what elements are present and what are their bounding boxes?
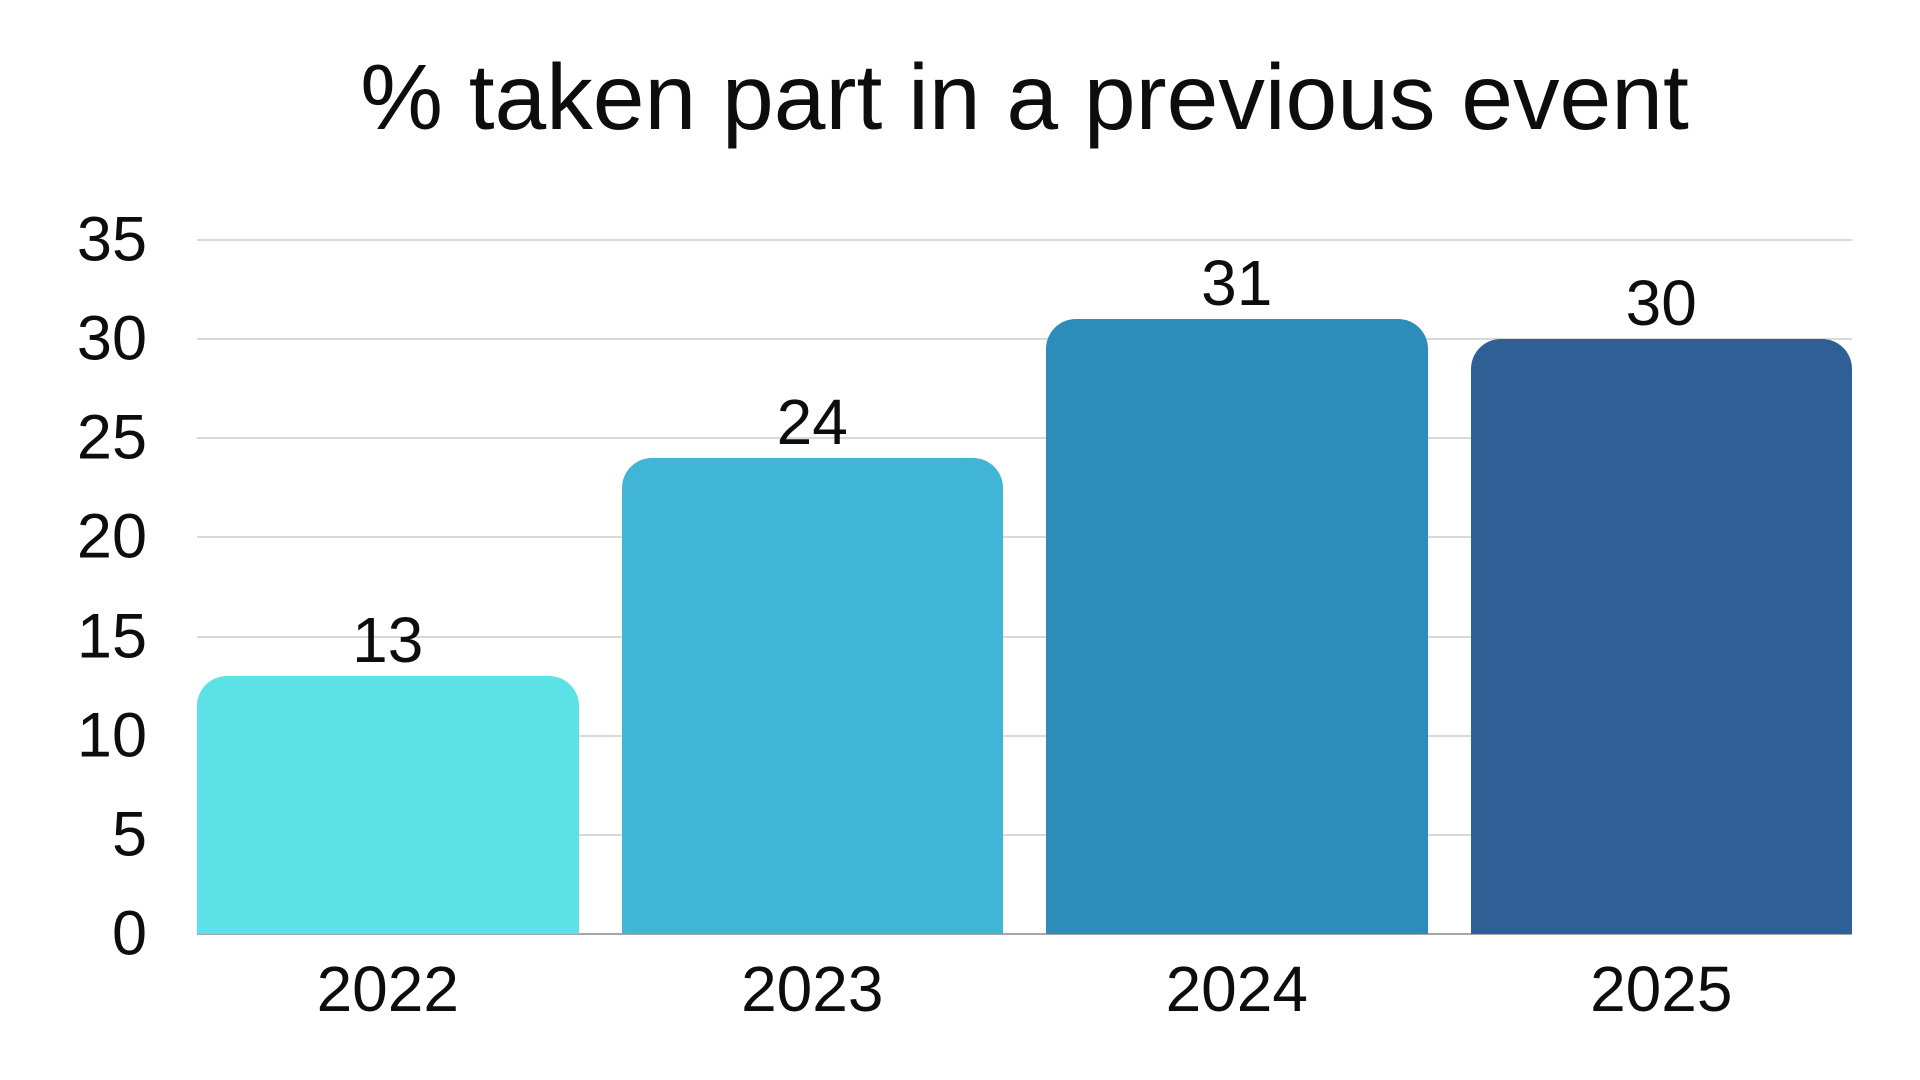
bar-slot-2022: 13 xyxy=(197,240,579,934)
gridline-5 xyxy=(197,833,1852,836)
x-tick-label-2025: 2025 xyxy=(1590,953,1733,1025)
bar-value-label-2025: 30 xyxy=(1625,267,1697,340)
bars-container: 13 24 31 30 xyxy=(197,240,1852,934)
y-axis-labels: 0 5 10 15 20 25 30 35 xyxy=(0,208,147,965)
bar-value-label-2022: 13 xyxy=(352,604,424,677)
bar-value-label-2023: 24 xyxy=(776,386,848,459)
y-tick-label-0: 0 xyxy=(111,898,147,969)
gridline-0 xyxy=(197,933,1852,935)
bar-slot-2023: 24 xyxy=(621,240,1003,934)
gridline-15 xyxy=(197,635,1852,638)
bar-value-label-2024: 31 xyxy=(1201,247,1273,320)
y-tick-label-10: 10 xyxy=(76,700,147,771)
y-tick-label-5: 5 xyxy=(111,799,147,870)
bar-2024 xyxy=(1046,319,1428,934)
gridline-25 xyxy=(197,437,1852,440)
gridline-30 xyxy=(197,338,1852,341)
x-tick-label-2023: 2023 xyxy=(741,953,884,1025)
bar-2023 xyxy=(621,458,1003,934)
gridline-20 xyxy=(197,536,1852,539)
y-tick-label-30: 30 xyxy=(76,303,147,374)
bar-2025 xyxy=(1470,339,1852,934)
gridlines xyxy=(197,239,1852,935)
bar-slot-2025: 30 xyxy=(1470,240,1852,934)
bar-2022 xyxy=(197,676,579,934)
gridline-35 xyxy=(197,239,1852,241)
y-tick-label-15: 15 xyxy=(76,601,147,672)
y-tick-label-25: 25 xyxy=(76,402,147,473)
gridline-10 xyxy=(197,734,1852,737)
x-tick-label-2024: 2024 xyxy=(1165,953,1308,1025)
y-tick-label-35: 35 xyxy=(76,204,147,275)
chart-title: % taken part in a previous event xyxy=(360,45,1689,149)
bar-slot-2024: 31 xyxy=(1046,240,1428,934)
y-tick-label-20: 20 xyxy=(76,501,147,572)
x-tick-label-2022: 2022 xyxy=(316,953,459,1025)
plot-area: 13 24 31 30 xyxy=(197,239,1852,935)
x-axis-labels: 2022 2023 2024 2025 xyxy=(197,957,1852,1021)
